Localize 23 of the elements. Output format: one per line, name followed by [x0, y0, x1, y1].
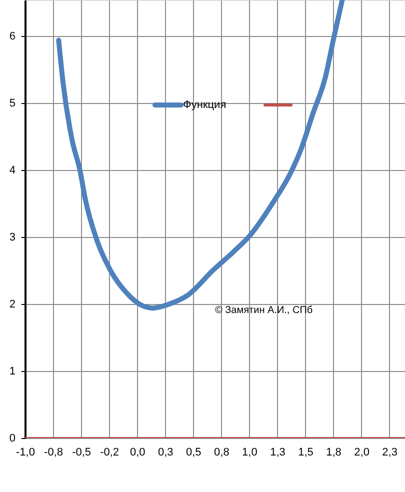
x-tick-label: 2,3: [382, 446, 398, 458]
x-tick-label: 1,3: [270, 446, 286, 458]
y-tick-label: 3: [9, 232, 16, 244]
legend-label: Функция: [183, 99, 226, 111]
x-tick-label: -0,2: [100, 446, 120, 458]
x-tick-label: 0,5: [186, 446, 202, 458]
x-tick-label: -1,0: [16, 446, 35, 458]
y-tick-label: 1: [9, 366, 16, 378]
y-tick-label: 4: [9, 164, 16, 177]
x-tick-label: -0,5: [72, 446, 92, 458]
y-tick-label: 0: [9, 432, 16, 444]
x-tick-label: -0,8: [44, 446, 64, 458]
x-tick-label: 1,8: [326, 446, 342, 458]
x-tick-label: 0,0: [130, 446, 146, 458]
x-tick-label: 2,0: [354, 446, 370, 458]
y-tick-label: 6: [9, 30, 16, 43]
x-tick-label: 0,3: [158, 446, 174, 458]
y-tick-label: 5: [9, 98, 16, 110]
annotation: © Замятин А.И., СПб: [215, 305, 313, 316]
x-tick-label: 0,8: [214, 446, 230, 458]
x-tick-label: 1,5: [298, 446, 314, 458]
x-tick-label: 1,0: [242, 446, 258, 458]
y-tick-label: 2: [9, 298, 16, 311]
